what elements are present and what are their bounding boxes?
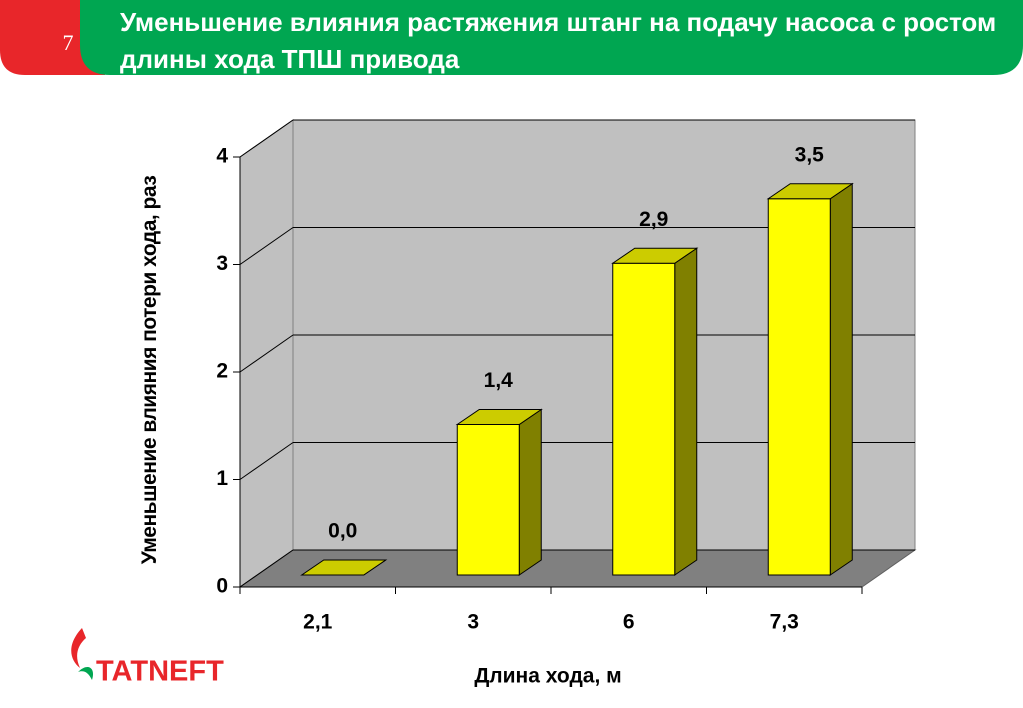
- x-axis-label: Длина хода, м: [474, 665, 621, 688]
- bar-top: [611, 247, 699, 264]
- x-tick-label: 2,1: [303, 611, 333, 634]
- value-label: 3,5: [795, 143, 825, 166]
- y-tick-label: 3: [216, 252, 228, 275]
- bar-side: [674, 247, 698, 576]
- bar: [456, 424, 520, 576]
- bar: [767, 198, 831, 576]
- logo-flame: [78, 666, 94, 680]
- header-red: [0, 0, 105, 75]
- bar-side: [518, 408, 542, 576]
- slide-number: 7: [63, 30, 74, 55]
- y-tick-label: 2: [216, 360, 228, 383]
- x-tick-label: 6: [623, 611, 635, 634]
- y-tick-label: 4: [216, 145, 228, 168]
- grid-line: [239, 227, 294, 265]
- bar-side: [829, 182, 853, 576]
- logo-flame: [71, 628, 86, 668]
- y-tick-label: 1: [216, 467, 228, 490]
- bar-top: [300, 559, 388, 576]
- bar-top: [766, 183, 854, 200]
- y-axis-label: Уменьшение влияния потери хода, раз: [138, 175, 161, 565]
- bar-top: [455, 409, 543, 425]
- grid-line: [239, 549, 294, 588]
- value-label: 0,0: [328, 520, 357, 543]
- value-label: 1,4: [484, 369, 514, 392]
- logo-text: TATNEFT: [96, 656, 224, 688]
- slide-title: Уменьшение влияния растяжения штанг на п…: [120, 7, 997, 74]
- grid-line: [239, 334, 294, 373]
- grid-line: [239, 442, 294, 480]
- x-tick-label: 7,3: [770, 611, 799, 634]
- grid-line: [239, 119, 294, 158]
- value-label: 2,9: [639, 208, 668, 231]
- y-tick-label: 0: [216, 575, 228, 598]
- x-tick-label: 3: [467, 611, 479, 634]
- bar: [612, 262, 676, 576]
- header-green: [80, 0, 1023, 75]
